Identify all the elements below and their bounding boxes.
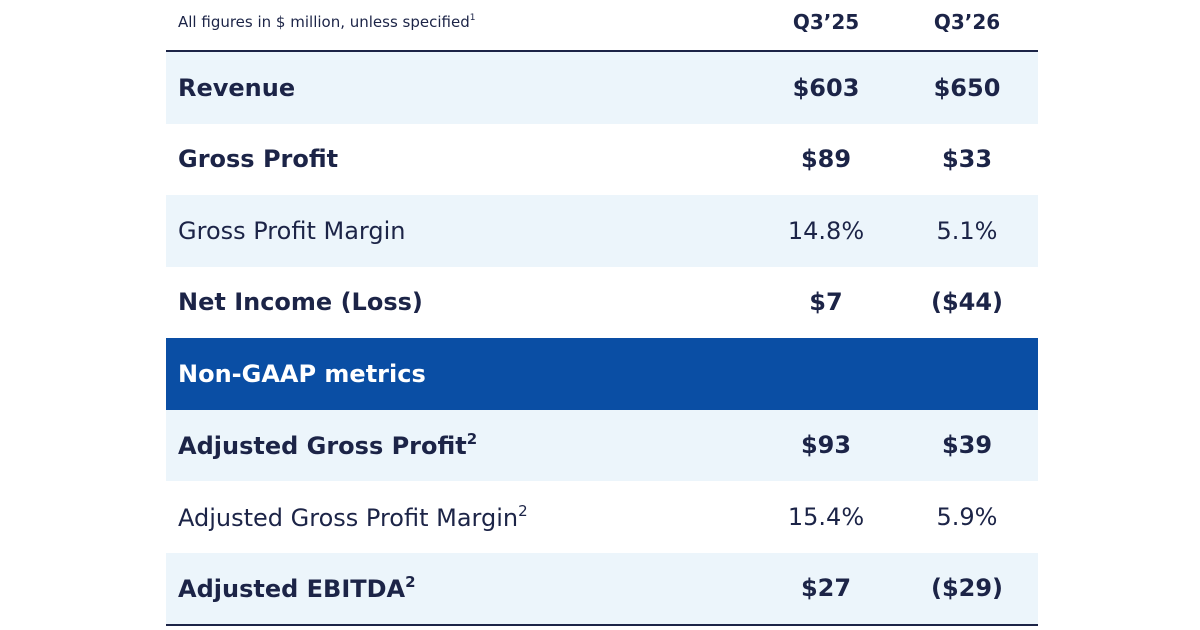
row-label: Adjusted EBITDA2	[178, 573, 416, 604]
row-value-q3-25: $7	[809, 288, 843, 317]
row-label: Adjusted Gross Profit Margin2	[178, 501, 528, 532]
bottom-rule	[166, 624, 1038, 626]
table-row-gross-profit-margin: Gross Profit Margin 14.8% 5.1%	[166, 195, 1038, 267]
row-value-q3-26: $39	[941, 431, 993, 460]
financial-summary-table: All figures in $ million, unless specifi…	[166, 0, 1038, 626]
column-header-q3-25: Q3’25	[792, 10, 860, 34]
footnote-marker: 2	[518, 501, 528, 520]
row-label: Net Income (Loss)	[178, 288, 423, 317]
row-value-q3-26: ($29)	[930, 574, 1004, 603]
row-value-q3-25: $89	[800, 145, 852, 174]
row-value-q3-25: $27	[800, 574, 852, 603]
table-header: All figures in $ million, unless specifi…	[166, 0, 1038, 52]
table-row-adjusted-ebitda: Adjusted EBITDA2 $27 ($29)	[166, 552, 1038, 624]
row-label: Revenue	[178, 73, 296, 102]
row-value-q3-25: 14.8%	[787, 216, 865, 245]
table-row-gross-profit: Gross Profit $89 $33	[166, 124, 1038, 196]
footnote-marker: 1	[469, 13, 476, 23]
table-row-net-income: Net Income (Loss) $7 ($44)	[166, 267, 1038, 339]
units-note: All figures in $ million, unless specifi…	[178, 13, 476, 31]
row-value-q3-26: $650	[933, 73, 1001, 102]
table-row-adjusted-gross-profit: Adjusted Gross Profit2 $93 $39	[166, 409, 1038, 481]
row-label: Gross Profit	[178, 145, 339, 174]
row-value-q3-25: $93	[800, 431, 852, 460]
column-header-q3-26: Q3’26	[933, 10, 1001, 34]
row-value-q3-25: 15.4%	[787, 502, 865, 531]
row-value-q3-25: $603	[792, 73, 860, 102]
row-label: Gross Profit Margin	[178, 216, 406, 245]
row-label: Adjusted Gross Profit2	[178, 430, 478, 461]
table-row-adjusted-gross-profit-margin: Adjusted Gross Profit Margin2 15.4% 5.9%	[166, 481, 1038, 553]
footnote-marker: 2	[466, 430, 478, 449]
section-header-non-gaap: Non-GAAP metrics	[166, 338, 1038, 410]
row-value-q3-26: $33	[941, 145, 993, 174]
table-row-revenue: Revenue $603 $650	[166, 52, 1038, 124]
row-value-q3-26: ($44)	[930, 288, 1004, 317]
section-label: Non-GAAP metrics	[178, 359, 426, 388]
row-value-q3-26: 5.1%	[936, 216, 998, 245]
row-value-q3-26: 5.9%	[936, 502, 998, 531]
footnote-marker: 2	[405, 573, 416, 592]
